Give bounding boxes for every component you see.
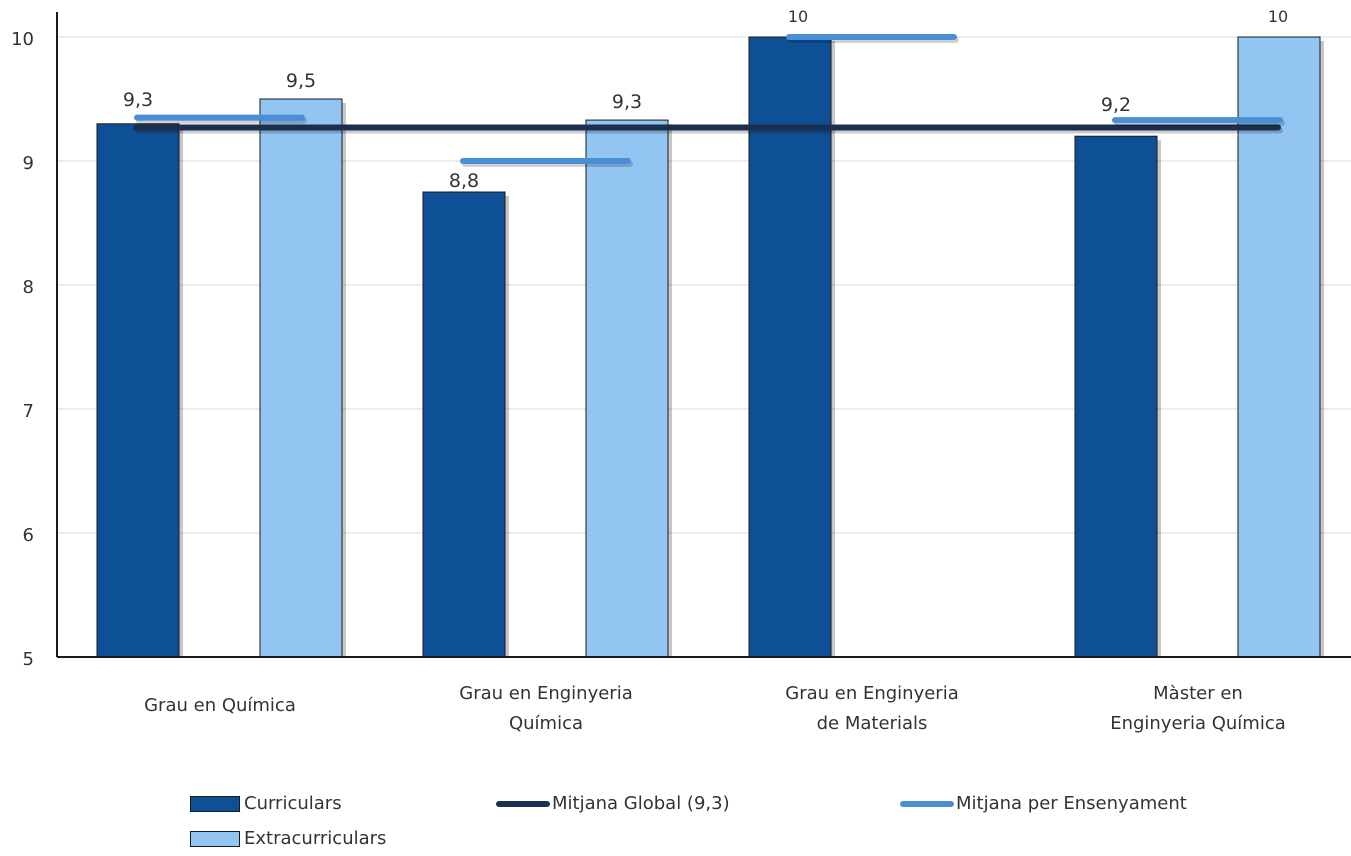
category-label-1: Grau en Enginyeria (459, 683, 633, 704)
bar-curriculars-2 (748, 36, 832, 658)
y-tick-label: 10 (11, 29, 34, 50)
average-lines (133, 34, 1285, 167)
data-label-extracurriculars-1: 9,3 (612, 91, 642, 113)
category-label-2: Grau en Enginyeria (785, 683, 959, 704)
bar-curriculars-0 (96, 123, 180, 658)
y-tick-label: 8 (23, 277, 34, 298)
bar-extracurriculars-3 (1237, 36, 1321, 658)
bars (96, 36, 1324, 658)
category-label-2: de Materials (817, 713, 928, 734)
data-label-curriculars-1: 8,8 (449, 170, 479, 192)
y-tick-label: 6 (23, 525, 34, 546)
data-label-extracurriculars-0: 9,5 (286, 70, 316, 92)
bar-curriculars-3 (1074, 135, 1158, 658)
x-axis-category-labels: Grau en Química Grau en Enginyeria Química… (144, 683, 1286, 734)
y-axis-tick-labels: 5 6 7 8 9 10 (11, 29, 34, 670)
bar-curriculars-1 (422, 191, 506, 658)
data-label-curriculars-2: 10 (788, 7, 808, 26)
category-label-1: Química (509, 713, 583, 734)
data-labels: 9,3 8,8 10 9,2 9,5 9,3 10 (123, 7, 1288, 192)
y-tick-label: 9 (23, 153, 34, 174)
y-tick-label: 5 (23, 649, 34, 670)
category-label-0: Grau en Química (144, 695, 296, 716)
data-label-curriculars-0: 9,3 (123, 89, 153, 111)
y-tick-label: 7 (23, 401, 34, 422)
bar-extracurriculars-0 (259, 98, 343, 658)
bar-extracurriculars-1 (585, 119, 669, 658)
category-label-3: Màster en (1153, 683, 1243, 704)
category-label-3: Enginyeria Química (1110, 713, 1286, 734)
data-label-extracurriculars-3: 10 (1268, 7, 1288, 26)
data-label-curriculars-3: 9,2 (1101, 94, 1131, 116)
